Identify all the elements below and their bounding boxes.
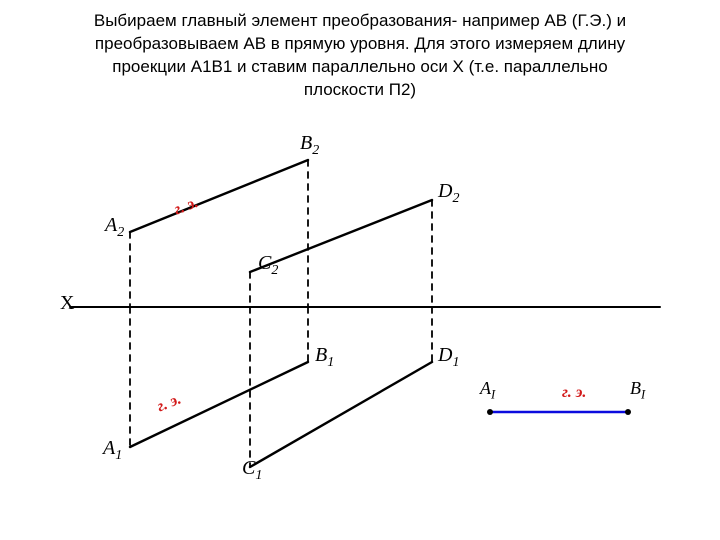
label-A1: A1 bbox=[103, 437, 122, 464]
axis-x-label: X bbox=[60, 292, 74, 315]
label-D2: D2 bbox=[438, 180, 459, 207]
label-A2: A2 bbox=[105, 214, 124, 241]
label-right-A: AI bbox=[480, 378, 495, 403]
label-B2: B2 bbox=[300, 132, 319, 159]
label-C1: C1 bbox=[242, 457, 262, 484]
label-B1: B1 bbox=[315, 344, 334, 371]
label-right-B: BI bbox=[630, 378, 645, 403]
title-line-2: преобразовываем АВ в прямую уровня. Для … bbox=[95, 34, 625, 53]
label-D1: D1 bbox=[438, 344, 459, 371]
label-C2: C2 bbox=[258, 252, 278, 279]
diagram: X A2 B2 C2 D2 B1 D1 A1 C1 AI BI г. э. г.… bbox=[0, 102, 720, 522]
ge-right: г. э. bbox=[562, 384, 586, 402]
title-line-3: проекции А1В1 и ставим параллельно оси Х… bbox=[112, 57, 607, 76]
title-line-1: Выбираем главный элемент преобразования-… bbox=[94, 11, 626, 30]
title-line-4: плоскости П2) bbox=[304, 80, 416, 99]
title-block: Выбираем главный элемент преобразования-… bbox=[0, 0, 720, 102]
